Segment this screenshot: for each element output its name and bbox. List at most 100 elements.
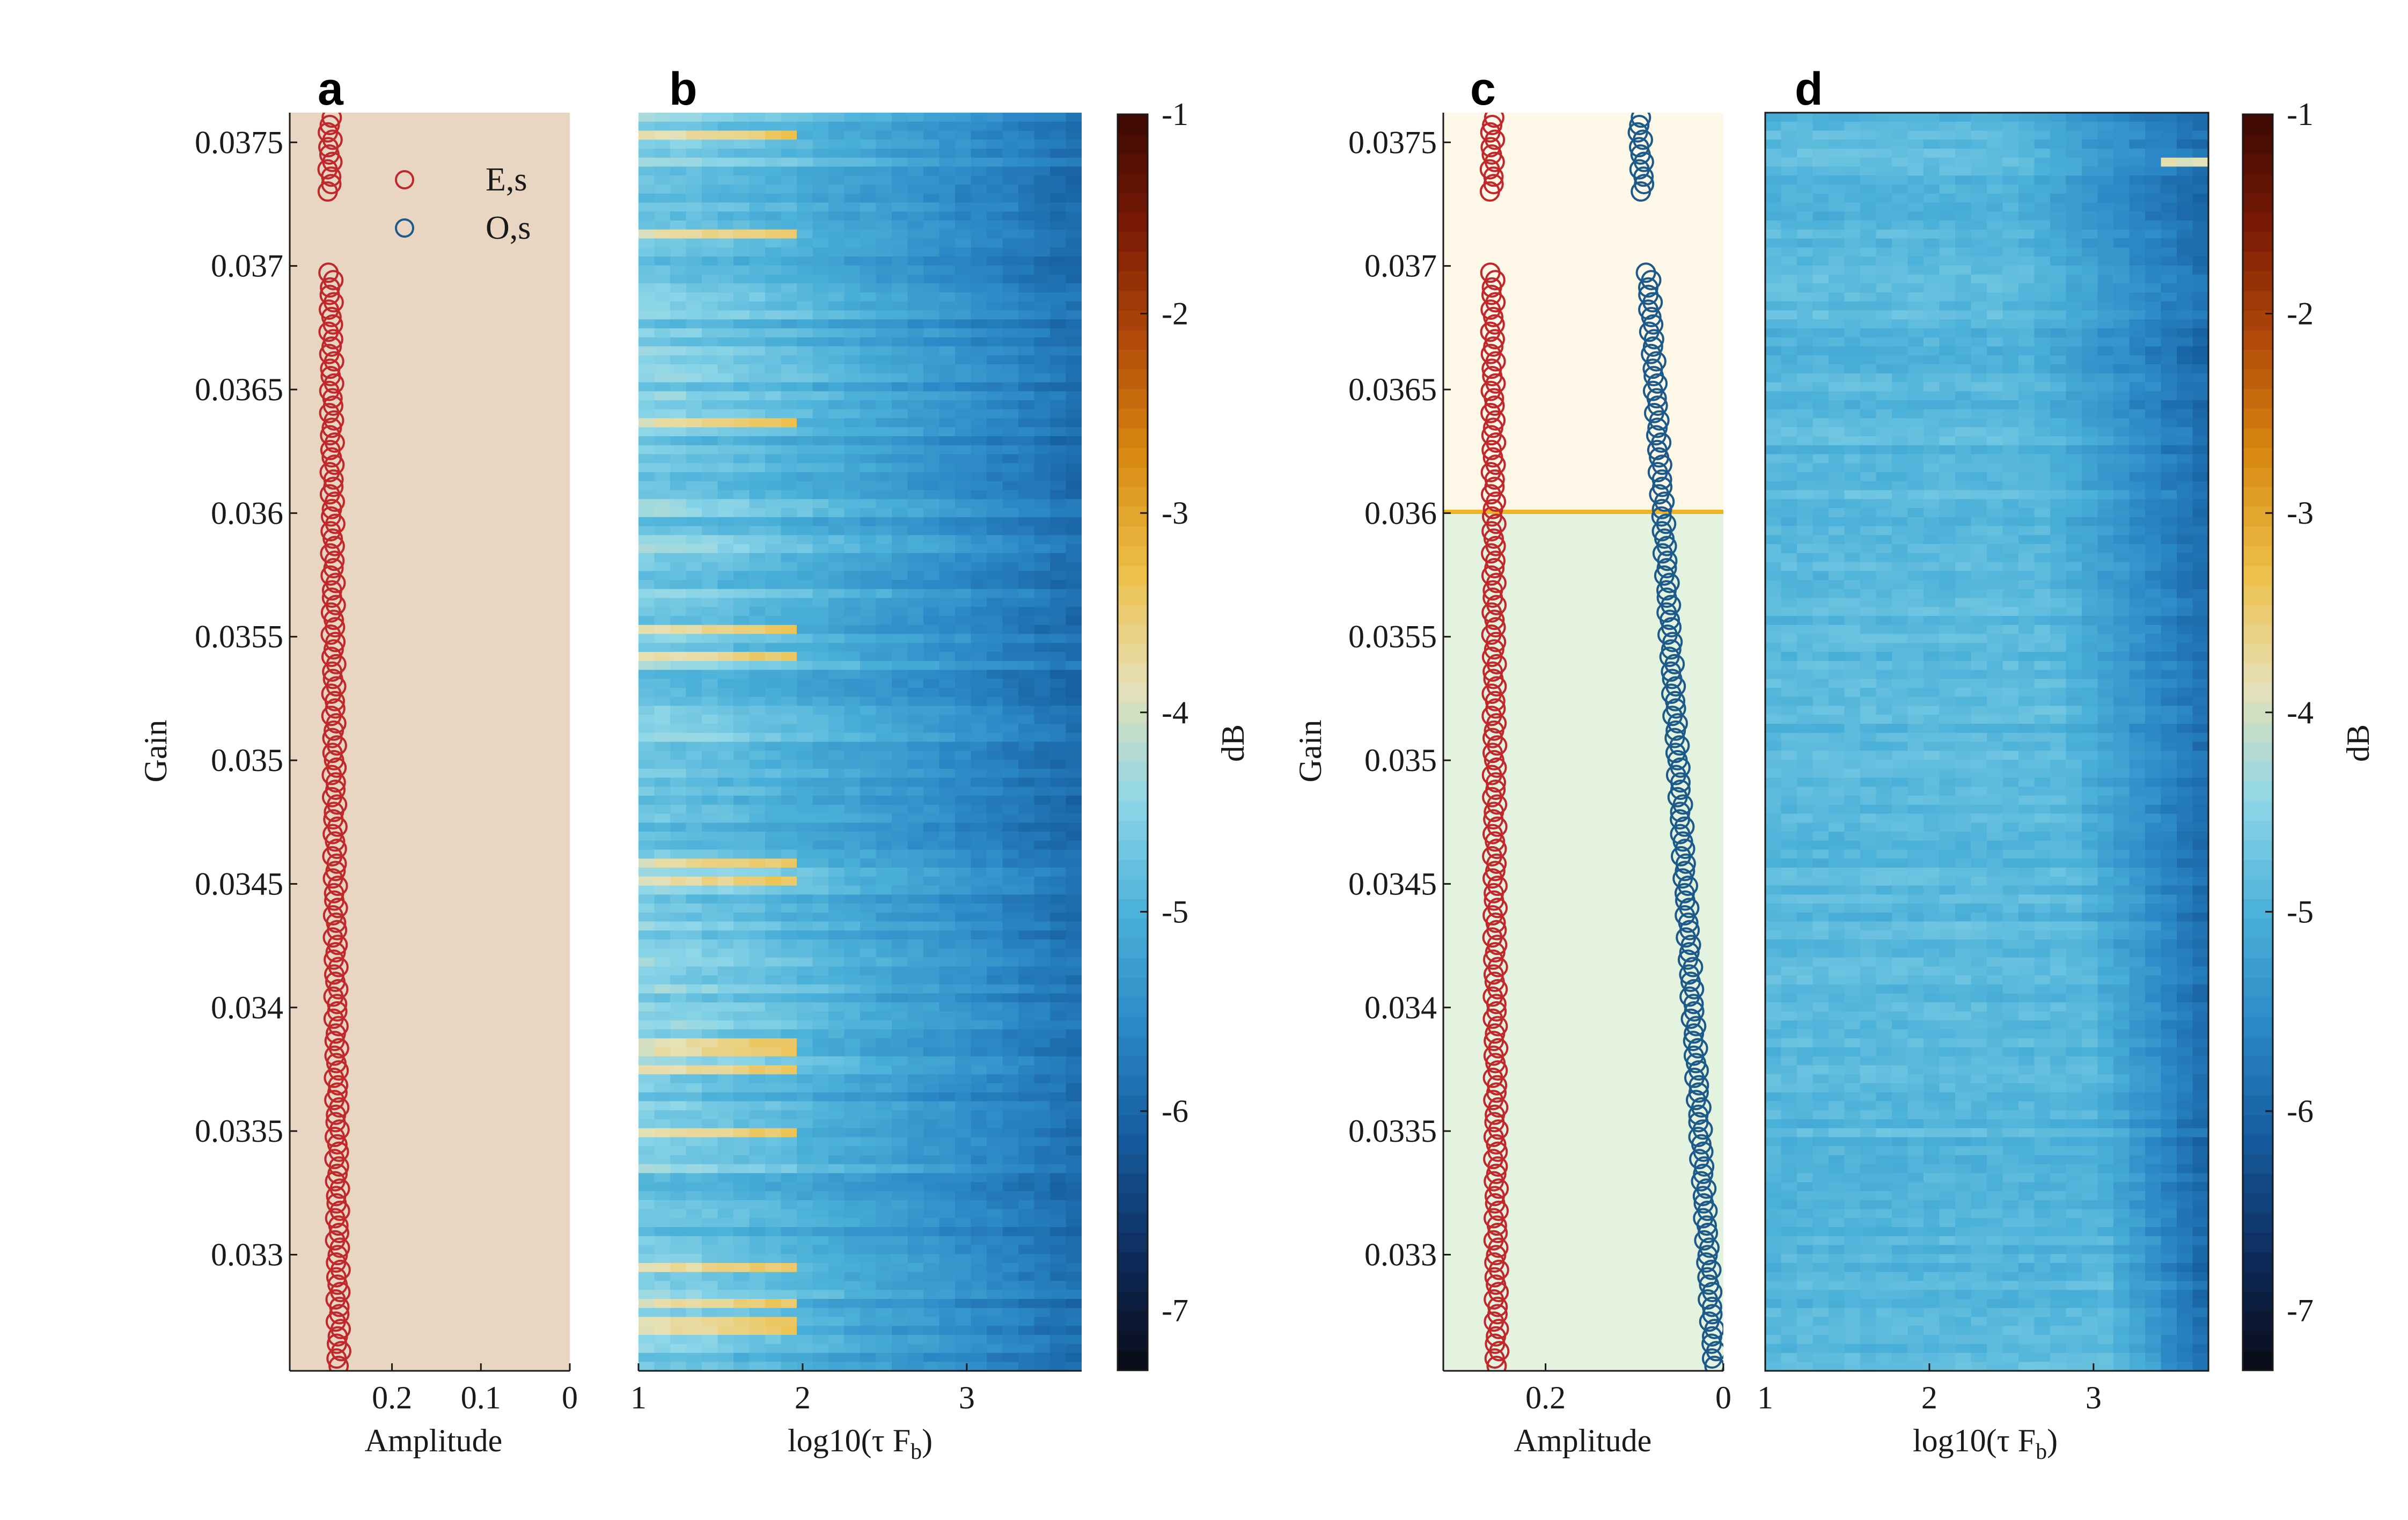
heatmap-cell bbox=[844, 966, 861, 976]
heatmap-cell bbox=[939, 445, 956, 455]
heatmap-cell bbox=[670, 643, 687, 652]
scatter-marker-e-s bbox=[1485, 1333, 1506, 1354]
heatmap-cell bbox=[828, 948, 845, 958]
heatmap-cell bbox=[907, 777, 924, 788]
heatmap-cell bbox=[702, 256, 718, 266]
heatmap-cell bbox=[654, 211, 671, 221]
heatmap-cell bbox=[1860, 229, 1877, 239]
heatmap-cell bbox=[638, 858, 655, 868]
heatmap-cell bbox=[939, 777, 956, 788]
heatmap-cell bbox=[1002, 1146, 1019, 1156]
heatmap-cell bbox=[939, 1236, 956, 1246]
heatmap-cell bbox=[654, 823, 671, 832]
heatmap-cell bbox=[876, 319, 892, 329]
colorbar-segment bbox=[1118, 389, 1148, 409]
panel-a-yticks: 0.0330.03350.0340.03450.0350.03550.0360.… bbox=[195, 124, 297, 1272]
heatmap-cell bbox=[892, 1137, 908, 1147]
heatmap-cell bbox=[1066, 858, 1082, 868]
heatmap-cell bbox=[749, 652, 766, 662]
heatmap-cell bbox=[907, 724, 924, 733]
heatmap-cell bbox=[749, 1290, 766, 1299]
heatmap-cell bbox=[1066, 768, 1082, 779]
heatmap-cell bbox=[749, 984, 766, 994]
heatmap-cell bbox=[876, 1317, 892, 1327]
heatmap-cell bbox=[1907, 193, 1924, 203]
heatmap-cell bbox=[686, 1236, 702, 1246]
scatter-marker-o-s bbox=[1688, 1112, 1709, 1133]
heatmap-cell bbox=[765, 346, 782, 356]
heatmap-cell bbox=[1066, 1146, 1082, 1156]
heatmap-cell bbox=[955, 832, 972, 841]
heatmap-cell bbox=[828, 1362, 845, 1371]
heatmap-cell bbox=[939, 149, 956, 158]
heatmap-cell bbox=[955, 283, 972, 293]
heatmap-cell bbox=[717, 238, 734, 248]
heatmap-cell bbox=[923, 1281, 940, 1291]
heatmap-cell bbox=[781, 1353, 797, 1363]
heatmap-cell bbox=[812, 1038, 829, 1048]
scatter-marker-o-s bbox=[1688, 1082, 1709, 1103]
heatmap-cell bbox=[1034, 634, 1051, 644]
colorbar-segment bbox=[1118, 447, 1148, 468]
heatmap-cell bbox=[860, 1128, 877, 1138]
heatmap-cell bbox=[749, 544, 766, 554]
heatmap-cell bbox=[638, 121, 655, 131]
heatmap-cell bbox=[1002, 149, 1019, 158]
heatmap-cell bbox=[1034, 175, 1051, 185]
heatmap-cell bbox=[702, 166, 718, 177]
heatmap-cell bbox=[781, 1281, 797, 1291]
heatmap-cell bbox=[638, 840, 655, 850]
heatmap-cell bbox=[971, 1317, 987, 1327]
heatmap-cell bbox=[717, 930, 734, 940]
heatmap-cell bbox=[971, 400, 987, 410]
heatmap-cell bbox=[844, 660, 861, 671]
scatter-marker-o-s bbox=[1641, 343, 1662, 364]
heatmap-cell bbox=[1955, 229, 1972, 239]
heatmap-cell bbox=[781, 1128, 797, 1138]
heatmap-cell bbox=[876, 463, 892, 473]
heatmap-cell bbox=[987, 1200, 1003, 1210]
heatmap-cell bbox=[749, 355, 766, 365]
heatmap-cell bbox=[797, 121, 813, 131]
heatmap-cell bbox=[1034, 265, 1051, 275]
heatmap-cell bbox=[955, 885, 972, 895]
heatmap-cell bbox=[1907, 185, 1924, 194]
heatmap-cell bbox=[1018, 1164, 1035, 1174]
scatter-marker-e-s bbox=[1486, 1163, 1507, 1184]
heatmap-cell bbox=[797, 696, 813, 707]
heatmap-cell bbox=[1002, 760, 1019, 769]
heatmap-cell bbox=[749, 229, 766, 239]
heatmap-cell bbox=[2129, 175, 2146, 185]
scatter-marker-e-s bbox=[1483, 949, 1503, 970]
heatmap-cell bbox=[1844, 113, 1861, 122]
heatmap-cell bbox=[892, 741, 908, 752]
heatmap-cell bbox=[892, 553, 908, 563]
heatmap-cell bbox=[1018, 310, 1035, 320]
heatmap-cell bbox=[749, 175, 766, 185]
heatmap-cell bbox=[907, 221, 924, 230]
scatter-marker-e-s bbox=[1485, 942, 1506, 963]
heatmap-cell bbox=[797, 1155, 813, 1165]
heatmap-cell bbox=[654, 1047, 671, 1057]
heatmap-cell bbox=[892, 535, 908, 545]
heatmap-cell bbox=[812, 221, 829, 230]
heatmap-cell bbox=[923, 921, 940, 931]
heatmap-cell bbox=[812, 544, 829, 554]
heatmap-cell bbox=[955, 553, 972, 563]
heatmap-cell bbox=[828, 427, 845, 437]
heatmap-cell bbox=[765, 157, 782, 167]
heatmap-cell bbox=[797, 939, 813, 949]
heatmap-cell bbox=[654, 319, 671, 329]
heatmap-cell bbox=[1876, 193, 1892, 203]
heatmap-cell bbox=[955, 1146, 972, 1156]
heatmap-cell bbox=[987, 149, 1003, 158]
heatmap-cell bbox=[876, 1056, 892, 1066]
heatmap-cell bbox=[812, 1317, 829, 1327]
heatmap-cell bbox=[1066, 939, 1082, 949]
heatmap-cell bbox=[812, 427, 829, 437]
heatmap-cell bbox=[1018, 247, 1035, 257]
heatmap-cell bbox=[987, 364, 1003, 374]
heatmap-cell bbox=[2192, 175, 2208, 185]
heatmap-cell bbox=[654, 364, 671, 374]
heatmap-cell bbox=[1050, 957, 1067, 967]
